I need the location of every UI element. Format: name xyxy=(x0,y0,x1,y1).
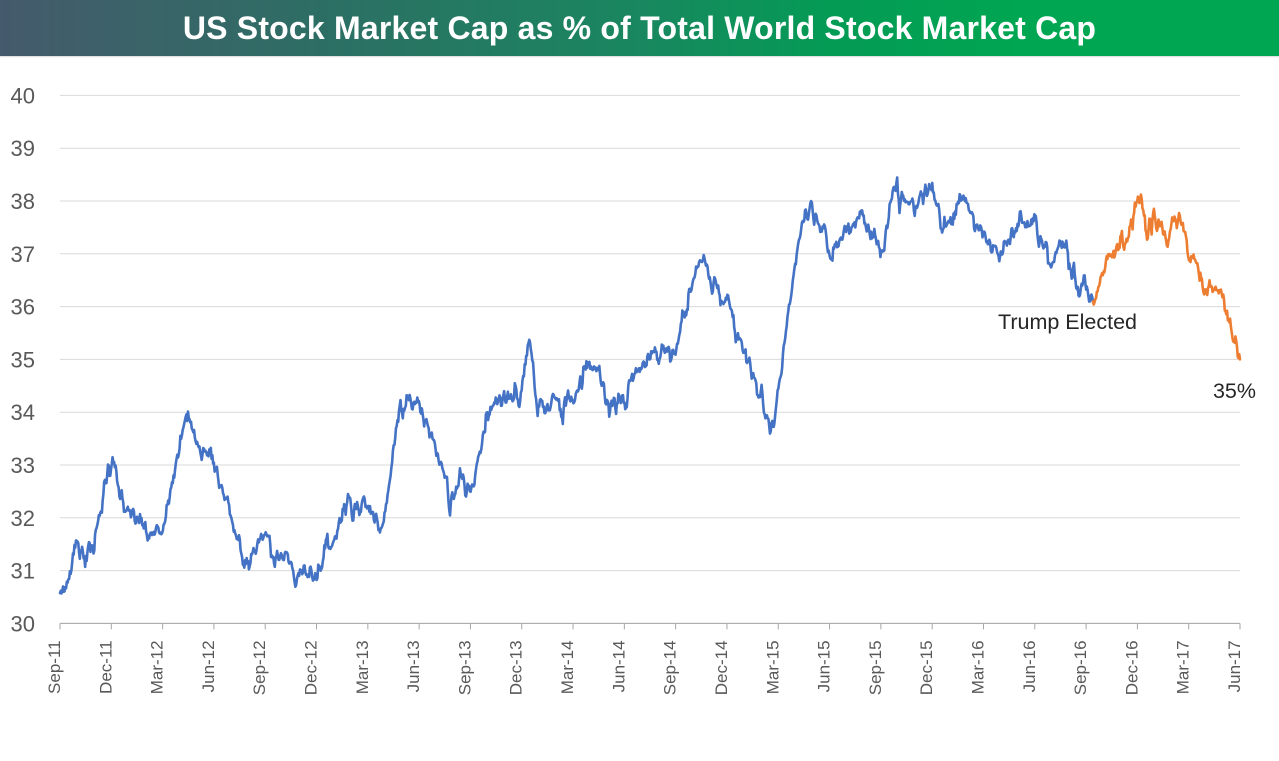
svg-text:30: 30 xyxy=(11,611,35,636)
svg-text:Mar-17: Mar-17 xyxy=(1174,640,1193,694)
svg-text:Sep-12: Sep-12 xyxy=(250,640,269,695)
svg-text:Dec-16: Dec-16 xyxy=(1122,640,1141,695)
svg-text:Sep-15: Sep-15 xyxy=(866,640,885,695)
svg-text:36: 36 xyxy=(11,295,35,320)
svg-text:37: 37 xyxy=(11,242,35,267)
svg-text:Jun-17: Jun-17 xyxy=(1225,640,1244,692)
svg-text:Jun-15: Jun-15 xyxy=(815,640,834,692)
svg-text:Jun-14: Jun-14 xyxy=(609,640,628,692)
svg-text:33: 33 xyxy=(11,453,35,478)
svg-text:Mar-15: Mar-15 xyxy=(763,640,782,694)
svg-text:Dec-12: Dec-12 xyxy=(302,640,321,695)
svg-text:31: 31 xyxy=(11,559,35,584)
svg-text:Sep-16: Sep-16 xyxy=(1071,640,1090,695)
svg-text:Jun-12: Jun-12 xyxy=(199,640,218,692)
svg-text:Sep-11: Sep-11 xyxy=(45,640,64,694)
svg-text:39: 39 xyxy=(11,136,35,161)
svg-text:Mar-16: Mar-16 xyxy=(968,640,987,694)
svg-text:Dec-15: Dec-15 xyxy=(917,640,936,695)
svg-text:Mar-13: Mar-13 xyxy=(353,640,372,694)
svg-text:34: 34 xyxy=(11,400,35,425)
svg-text:Trump Elected: Trump Elected xyxy=(998,310,1137,334)
svg-text:40: 40 xyxy=(11,83,35,108)
svg-text:Jun-13: Jun-13 xyxy=(404,640,423,692)
svg-text:Mar-12: Mar-12 xyxy=(148,640,167,694)
svg-text:Dec-11: Dec-11 xyxy=(96,640,115,694)
svg-text:Dec-14: Dec-14 xyxy=(712,640,731,695)
svg-text:Jun-16: Jun-16 xyxy=(1020,640,1039,692)
svg-text:Sep-14: Sep-14 xyxy=(661,640,680,695)
svg-text:Sep-13: Sep-13 xyxy=(455,640,474,695)
svg-text:Mar-14: Mar-14 xyxy=(558,640,577,694)
svg-text:35: 35 xyxy=(11,347,35,372)
svg-text:32: 32 xyxy=(11,506,35,531)
svg-text:38: 38 xyxy=(11,189,35,214)
svg-text:35%: 35% xyxy=(1213,379,1256,403)
svg-text:Dec-13: Dec-13 xyxy=(507,640,526,695)
